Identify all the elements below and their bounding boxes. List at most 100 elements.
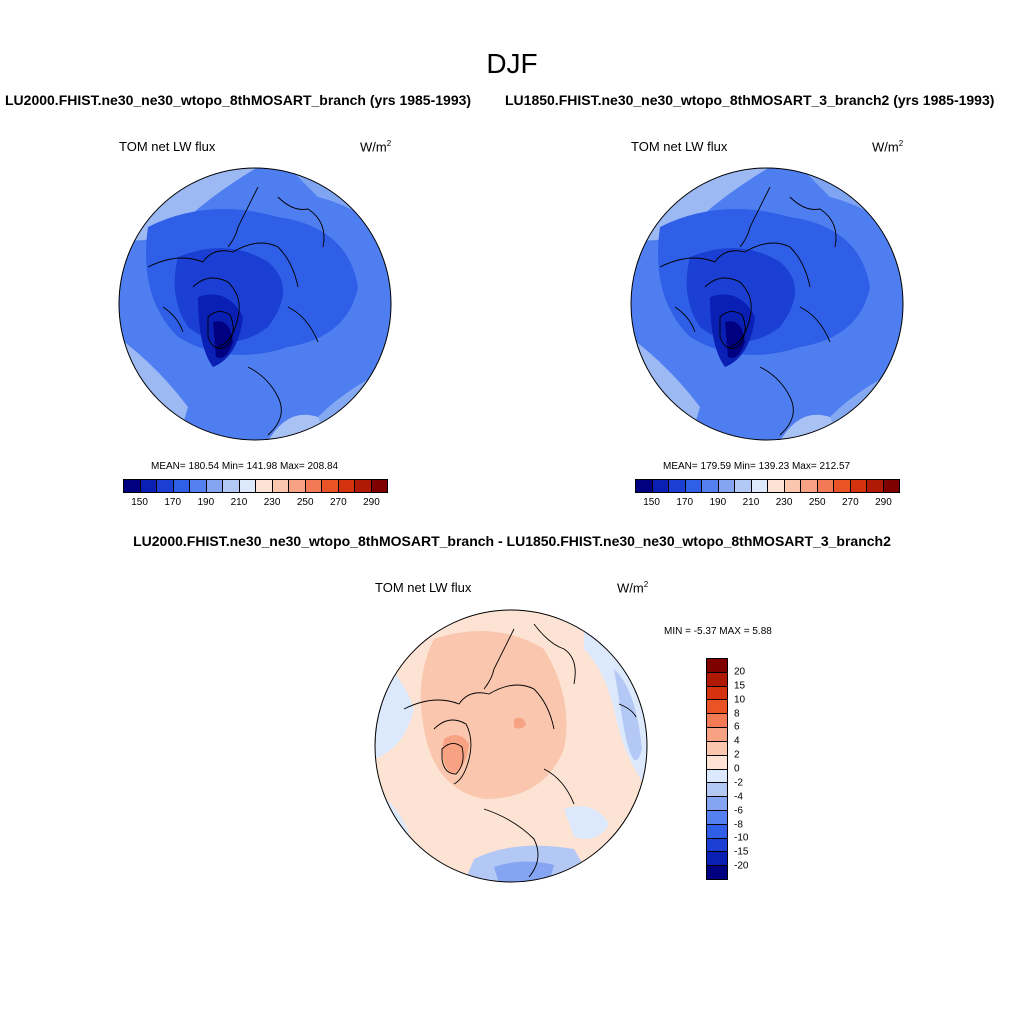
- colorbar-tick-label: -8: [734, 819, 743, 830]
- colorbar-swatch: [707, 797, 727, 811]
- right-colorbar-swatches: [635, 479, 900, 493]
- right-variable-label: TOM net LW flux: [631, 139, 728, 154]
- left-units-label: W/m2: [360, 139, 392, 155]
- colorbar-swatch: [850, 480, 867, 492]
- colorbar-swatch: [707, 783, 727, 798]
- difference-colorbar-ticks: 20 15 10 8 6 4 2 0 -2 -4 -6 -8 -10 -15 -20: [734, 658, 764, 880]
- colorbar-swatch: [817, 480, 834, 492]
- colorbar-swatch: [867, 480, 884, 492]
- colorbar-swatch: [784, 480, 801, 492]
- main-title: DJF: [486, 48, 538, 79]
- right-polar-map: [630, 167, 904, 441]
- colorbar-swatch: [669, 480, 686, 492]
- right-case-title: LU1850.FHIST.ne30_ne30_wtopo_8thMOSART_3…: [505, 92, 995, 108]
- colorbar-swatch: [707, 659, 727, 673]
- colorbar-tick-label: 2: [734, 749, 740, 761]
- colorbar-tick-label: -15: [734, 846, 749, 858]
- colorbar-swatch: [223, 480, 240, 492]
- colorbar-swatch: [124, 480, 141, 492]
- colorbar-swatch: [305, 480, 322, 492]
- left-colorbar-ticks: 150 170 190 210 230 250 270 290: [123, 493, 388, 508]
- colorbar-swatch: [707, 810, 727, 825]
- colorbar-tick-label: 8: [734, 708, 740, 719]
- colorbar-swatch: [707, 700, 727, 715]
- colorbar-tick-label: 250: [296, 497, 314, 508]
- colorbar-swatch: [685, 480, 702, 492]
- colorbar-swatch: [190, 480, 207, 492]
- colorbar-swatch: [883, 480, 899, 492]
- colorbar-swatch: [707, 769, 727, 784]
- colorbar-tick-label: 290: [363, 497, 380, 508]
- colorbar-tick-label: 4: [734, 735, 740, 747]
- right-stats: MEAN= 179.59 Min= 139.23 Max= 212.57: [663, 461, 851, 472]
- colorbar-swatch: [272, 480, 289, 492]
- colorbar-swatch: [707, 852, 727, 867]
- colorbar-tick-label: 290: [875, 497, 892, 508]
- colorbar-tick-label: -2: [734, 777, 743, 789]
- colorbar-tick-label: 15: [734, 680, 746, 692]
- colorbar-swatch: [371, 480, 387, 492]
- colorbar-tick-label: -10: [734, 832, 749, 844]
- colorbar-tick-label: 20: [734, 666, 746, 678]
- colorbar-tick-label: 150: [643, 497, 660, 508]
- left-colorbar-swatches: [123, 479, 388, 493]
- colorbar-swatch: [735, 480, 752, 492]
- colorbar-swatch: [173, 480, 190, 492]
- colorbar-tick-label: 270: [329, 497, 347, 508]
- colorbar-tick-label: 190: [197, 497, 215, 508]
- colorbar-tick-label: 170: [676, 497, 694, 508]
- left-case-title: LU2000.FHIST.ne30_ne30_wtopo_8thMOSART_b…: [5, 92, 472, 108]
- colorbar-swatch: [322, 480, 339, 492]
- left-stats: MEAN= 180.54 Min= 141.98 Max= 208.84: [151, 461, 339, 472]
- colorbar-swatch: [707, 866, 727, 879]
- colorbar-swatch: [652, 480, 669, 492]
- colorbar-tick-label: 210: [230, 497, 248, 508]
- difference-polar-map: [374, 609, 648, 883]
- colorbar-swatch: [355, 480, 372, 492]
- colorbar-tick-label: 6: [734, 721, 740, 733]
- colorbar-swatch: [707, 824, 727, 839]
- colorbar-swatch: [239, 480, 256, 492]
- colorbar-tick-label: 150: [131, 497, 148, 508]
- colorbar-swatch: [707, 755, 727, 770]
- colorbar-swatch: [768, 480, 785, 492]
- left-polar-map: [118, 167, 392, 441]
- diff-stats: MIN = -5.37 MAX = 5.88: [664, 626, 772, 637]
- colorbar-swatch: [801, 480, 818, 492]
- diff-units-label: W/m2: [617, 580, 649, 596]
- colorbar-tick-label: -6: [734, 805, 743, 817]
- colorbar-tick-label: 270: [841, 497, 859, 508]
- colorbar-tick-label: 10: [734, 694, 746, 706]
- difference-colorbar: [706, 658, 728, 880]
- colorbar-swatch: [256, 480, 273, 492]
- colorbar-swatch: [140, 480, 157, 492]
- left-colorbar: 150 170 190 210 230 250 270 290: [123, 479, 388, 508]
- difference-title: LU2000.FHIST.ne30_ne30_wtopo_8thMOSART_b…: [133, 533, 891, 549]
- colorbar-swatch: [206, 480, 223, 492]
- colorbar-tick-label: -4: [734, 791, 743, 803]
- diff-variable-label: TOM net LW flux: [375, 580, 472, 595]
- colorbar-tick-label: 230: [775, 497, 793, 508]
- colorbar-swatch: [707, 838, 727, 853]
- colorbar-swatch: [338, 480, 355, 492]
- colorbar-swatch: [834, 480, 851, 492]
- colorbar-swatch: [707, 714, 727, 729]
- colorbar-tick-label: 250: [808, 497, 826, 508]
- colorbar-tick-label: 170: [164, 497, 182, 508]
- right-colorbar: 150 170 190 210 230 250 270 290: [635, 479, 900, 508]
- right-units-label: W/m2: [872, 139, 904, 155]
- colorbar-tick-label: 230: [263, 497, 281, 508]
- colorbar-tick-label: 190: [709, 497, 727, 508]
- colorbar-swatch: [707, 672, 727, 687]
- colorbar-swatch: [707, 728, 727, 742]
- colorbar-tick-label: 210: [742, 497, 760, 508]
- colorbar-swatch: [707, 686, 727, 701]
- left-variable-label: TOM net LW flux: [119, 139, 216, 154]
- right-colorbar-ticks: 150 170 190 210 230 250 270 290: [635, 493, 900, 508]
- colorbar-swatch: [707, 741, 727, 756]
- colorbar-swatch: [751, 480, 768, 492]
- colorbar-swatch: [718, 480, 735, 492]
- colorbar-swatch: [702, 480, 719, 492]
- colorbar-swatch: [636, 480, 653, 492]
- colorbar-swatch: [289, 480, 306, 492]
